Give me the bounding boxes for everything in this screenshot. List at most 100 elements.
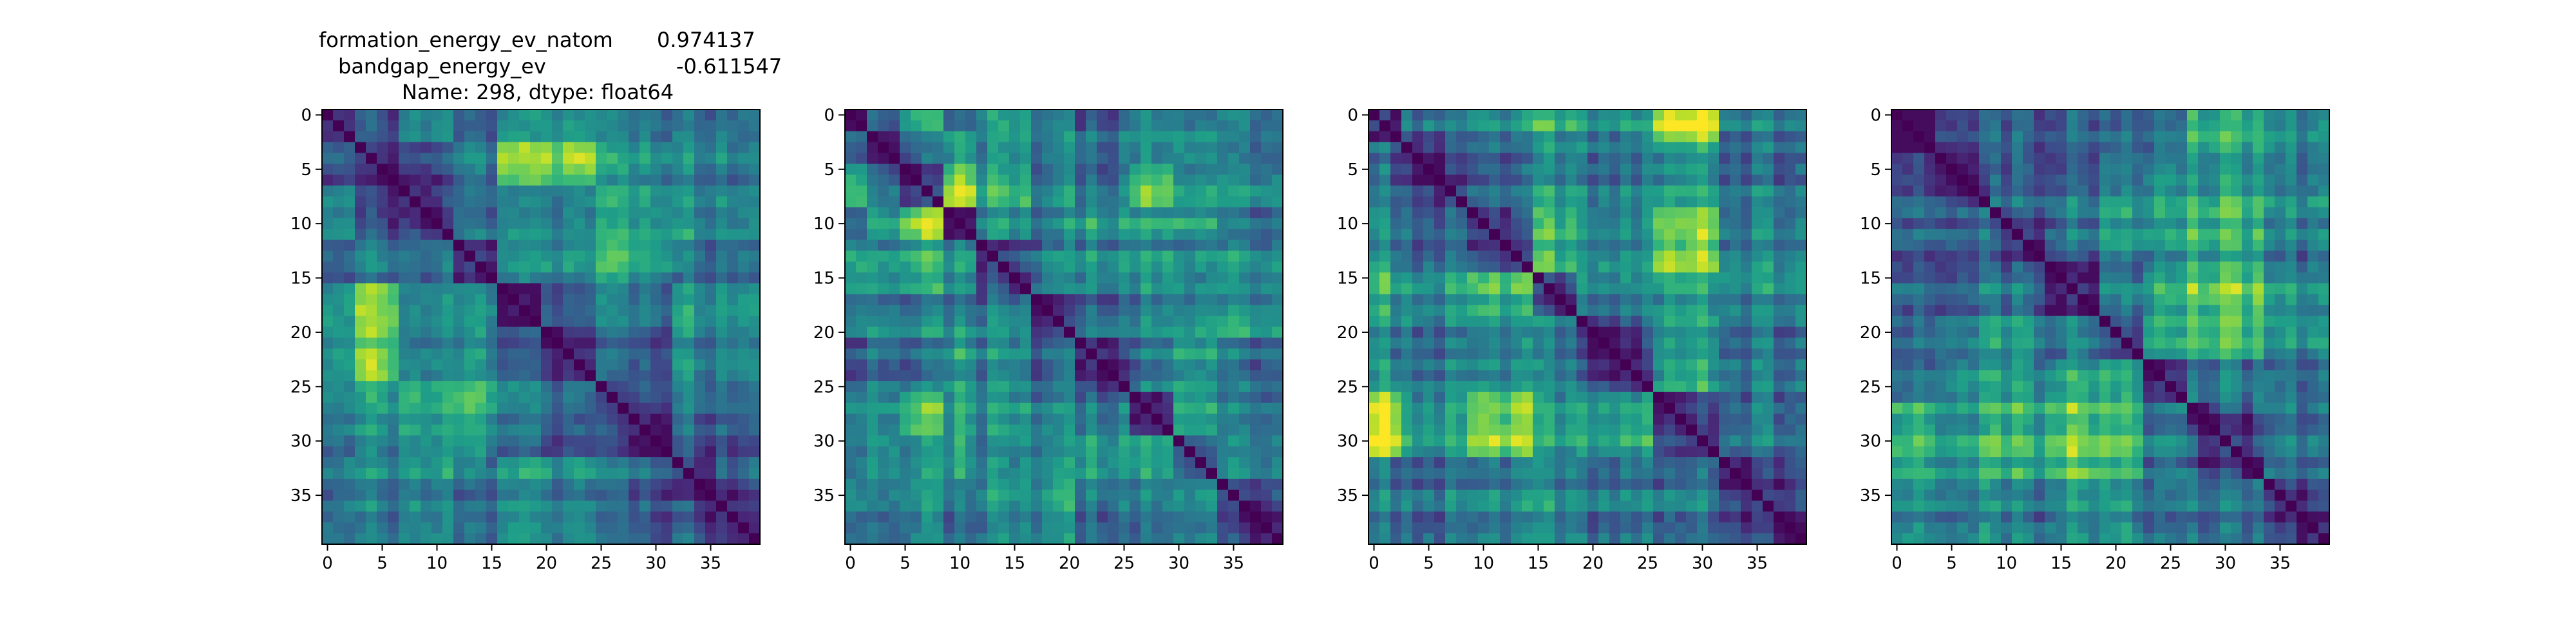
heatmap-cell	[900, 272, 911, 284]
heatmap-cell	[1151, 413, 1163, 425]
heatmap-cell	[563, 185, 574, 197]
heatmap-cell	[366, 229, 377, 241]
heatmap-cell	[1686, 489, 1698, 502]
heatmap-cell	[1795, 294, 1807, 306]
heatmap-cell	[519, 370, 531, 382]
heatmap-cell	[1763, 370, 1774, 382]
heatmap-cell	[1239, 478, 1251, 491]
heatmap-cell	[639, 185, 651, 197]
heatmap-cell	[1478, 478, 1490, 491]
heatmap-cell	[410, 424, 421, 436]
heatmap-cell	[1250, 229, 1262, 241]
heatmap-cell	[530, 261, 542, 273]
heatmap-cell	[1250, 294, 1262, 306]
heatmap-cell	[639, 402, 651, 415]
heatmap-cell	[1522, 370, 1533, 382]
heatmap-cell	[878, 305, 889, 317]
heatmap-cell	[1195, 142, 1207, 154]
heatmap-cell	[563, 229, 574, 241]
heatmap-cell	[552, 196, 564, 208]
heatmap-cell	[1390, 359, 1402, 371]
heatmap-cell	[1053, 402, 1065, 415]
heatmap-cell	[1097, 489, 1108, 502]
heatmap-cell	[1686, 153, 1698, 164]
heatmap-cell	[585, 185, 596, 197]
heatmap-cell	[563, 522, 574, 534]
heatmap-cell	[333, 457, 345, 469]
heatmap-cell	[1009, 402, 1021, 415]
heatmap-cell	[377, 131, 388, 143]
heatmap-cell	[933, 164, 944, 175]
heatmap-cell	[1741, 457, 1752, 469]
heatmap-cell	[1195, 240, 1207, 251]
heatmap-cell	[1031, 522, 1043, 534]
heatmap-cell	[965, 131, 977, 143]
heatmap-cell	[672, 294, 684, 306]
heatmap-cell	[1609, 131, 1621, 143]
heatmap-cell	[987, 240, 999, 251]
heatmap-cell	[1261, 435, 1273, 447]
heatmap-cell	[1708, 424, 1719, 436]
heatmap-cell	[1108, 283, 1119, 295]
heatmap-cell	[1500, 261, 1511, 273]
heatmap-cell	[1774, 446, 1785, 458]
heatmap-cell	[1774, 370, 1785, 382]
heatmap-cell	[1697, 272, 1709, 284]
heatmap-cell	[464, 511, 476, 523]
heatmap-cell	[987, 522, 999, 534]
heatmap-cell	[421, 196, 432, 208]
heatmap-cell	[410, 435, 421, 447]
heatmap-cell	[618, 446, 629, 458]
heatmap-cell	[1434, 240, 1446, 251]
heatmap-cell	[1031, 196, 1043, 208]
heatmap-cell	[1686, 381, 1698, 393]
heatmap-cell	[552, 381, 564, 393]
heatmap-cell	[1162, 294, 1174, 306]
heatmap-cell	[1697, 240, 1709, 251]
heatmap-cell	[716, 153, 728, 164]
heatmap-cell	[1741, 435, 1752, 447]
heatmap-cell	[987, 261, 999, 273]
heatmap-cell	[1609, 533, 1621, 545]
heatmap-cell	[1379, 218, 1391, 230]
heatmap-cell	[1086, 142, 1097, 154]
heatmap-cell	[1042, 261, 1054, 273]
heatmap-cell	[727, 348, 739, 360]
heatmap-cell	[475, 261, 487, 273]
heatmap-cell	[1261, 533, 1273, 545]
heatmap-cell	[1642, 218, 1654, 230]
heatmap-cell	[563, 196, 574, 208]
heatmap-cell	[1217, 435, 1229, 447]
heatmap-cell	[1785, 511, 1796, 523]
heatmap-cell	[943, 120, 955, 132]
heatmap-cell	[464, 164, 476, 175]
heatmap-cell	[2088, 109, 2100, 121]
heatmap-cell	[683, 511, 695, 523]
heatmap-cell	[1653, 207, 1665, 219]
heatmap-cell	[1064, 359, 1075, 371]
heatmap-cell	[519, 240, 531, 251]
heatmap-cell	[1130, 533, 1141, 545]
heatmap-cell	[965, 392, 977, 404]
x-tick-label: 0	[1368, 554, 1379, 573]
heatmap-cell	[856, 305, 867, 317]
heatmap-cell	[388, 413, 399, 425]
heatmap-cell	[1053, 457, 1065, 469]
heatmap-cell	[497, 142, 509, 154]
heatmap-cell	[1184, 435, 1196, 447]
heatmap-cell	[1511, 109, 1522, 121]
heatmap-cell	[1086, 446, 1097, 458]
heatmap-cell	[1379, 283, 1391, 295]
heatmap-cell	[1946, 109, 1958, 121]
heatmap-cell	[1533, 131, 1544, 143]
x-tick-label: 15	[1004, 554, 1025, 573]
heatmap-cell	[1686, 207, 1698, 219]
heatmap-cell	[661, 370, 673, 382]
heatmap-cell	[2318, 120, 2330, 132]
heatmap-cell	[399, 305, 410, 317]
heatmap-cell	[856, 185, 867, 197]
heatmap-cell	[1250, 142, 1262, 154]
heatmap-cell	[998, 272, 1010, 284]
heatmap-cell	[694, 164, 706, 175]
heatmap-cell	[900, 142, 911, 154]
